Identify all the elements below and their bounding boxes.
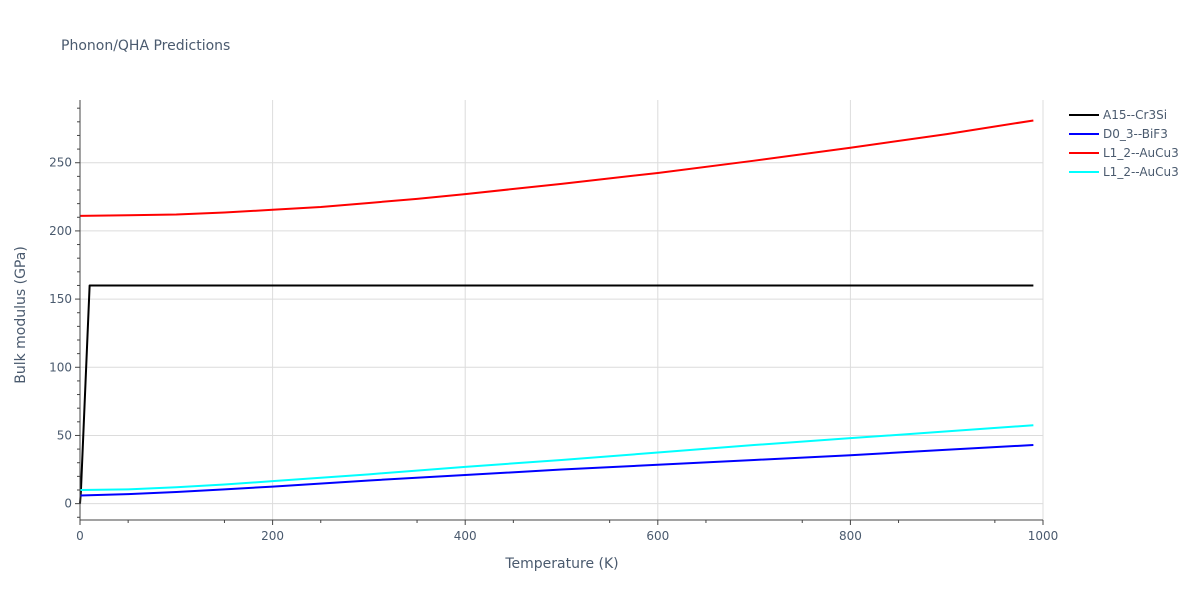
x-tick-label: 1000 (1028, 529, 1059, 543)
x-axis-label: Temperature (K) (504, 556, 618, 572)
series-line-2[interactable] (79, 119, 1034, 217)
x-tick-label: 600 (646, 529, 669, 543)
series-layer (79, 119, 1034, 504)
axis-layer: 0 200 400 600 800 1000 0 50 100 150 200 250 (49, 100, 1058, 543)
legend-label: A15--Cr3Si (1103, 108, 1167, 122)
x-tick-label: 400 (454, 529, 477, 543)
legend-label: D0_3--BiF3 (1103, 127, 1168, 141)
legend-item[interactable]: L1_2--AuCu3 (1069, 146, 1179, 160)
y-tick-label: 100 (49, 360, 72, 374)
chart-title: Phonon/QHA Predictions (61, 38, 230, 54)
y-axis-label: Bulk modulus (GPa) (13, 246, 29, 384)
series-line-1[interactable] (79, 444, 1034, 497)
series-line-0[interactable] (79, 284, 1034, 504)
y-tick-label: 0 (64, 497, 72, 511)
x-tick-label: 800 (839, 529, 862, 543)
grid-layer (80, 100, 1044, 520)
legend-label: L1_2--AuCu3 (1103, 165, 1179, 179)
x-tick-label: 0 (76, 529, 84, 543)
legend-item[interactable]: A15--Cr3Si (1069, 108, 1167, 122)
legend[interactable]: A15--Cr3Si D0_3--BiF3 L1_2--AuCu3 L1_2--AuC… (1069, 108, 1179, 179)
y-tick-label: 200 (49, 224, 72, 238)
y-tick-label: 50 (57, 428, 72, 442)
legend-item[interactable]: L1_2--AuCu3 (1069, 165, 1179, 179)
y-tick-label: 250 (49, 156, 72, 170)
series-line-3[interactable] (79, 424, 1034, 491)
legend-item[interactable]: D0_3--BiF3 (1069, 127, 1168, 141)
x-tick-label: 200 (261, 529, 284, 543)
y-tick-label: 150 (49, 292, 72, 306)
legend-label: L1_2--AuCu3 (1103, 146, 1179, 160)
